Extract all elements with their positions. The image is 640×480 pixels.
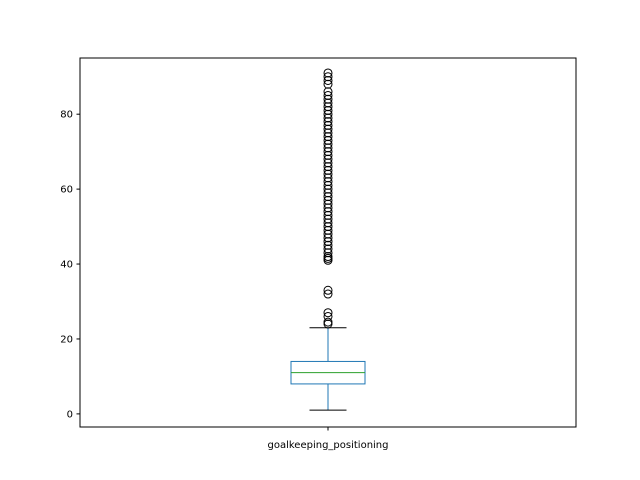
- outlier-point: [323, 128, 333, 138]
- outlier-point: [323, 199, 333, 209]
- outlier-point: [323, 285, 333, 295]
- outlier-point: [323, 135, 333, 145]
- y-tick-label: 40: [60, 260, 73, 271]
- outlier-point: [323, 72, 333, 82]
- outlier-point: [323, 188, 333, 198]
- y-axis: 0 20 40 60 80: [60, 110, 80, 420]
- outlier-point: [323, 109, 333, 119]
- outlier-point: [323, 311, 333, 321]
- outlier-point: [323, 105, 333, 115]
- outlier-point: [323, 308, 333, 318]
- outlier-point: [323, 244, 333, 254]
- outlier-point: [323, 252, 333, 262]
- outlier-point: [323, 173, 333, 183]
- outlier-point: [323, 150, 333, 160]
- outlier-point: [323, 102, 333, 112]
- outlier-point: [323, 222, 333, 232]
- outlier-point: [323, 317, 333, 327]
- outlier-point: [323, 289, 333, 299]
- outlier-point: [323, 162, 333, 172]
- outlier-point: [323, 117, 333, 127]
- outlier-point: [323, 169, 333, 179]
- x-tick-label: goalkeeping_positioning: [268, 440, 389, 451]
- outlier-point: [323, 203, 333, 213]
- outlier-point: [323, 94, 333, 104]
- y-tick-label: 60: [60, 185, 73, 196]
- outlier-point: [323, 180, 333, 190]
- outlier-point: [323, 195, 333, 205]
- outlier-point: [323, 229, 333, 239]
- outlier-point: [323, 158, 333, 168]
- outlier-point: [323, 207, 333, 217]
- outlier-point: [323, 143, 333, 153]
- outlier-point: [323, 120, 333, 130]
- outlier-point: [323, 113, 333, 123]
- y-tick-label: 0: [67, 409, 73, 420]
- plot-frame: [79, 57, 577, 428]
- outlier-point: [323, 154, 333, 164]
- outlier-point: [323, 177, 333, 187]
- outlier-point: [323, 90, 333, 100]
- plot-background: [80, 58, 576, 427]
- outlier-point: [323, 147, 333, 157]
- outlier-point: [323, 75, 333, 85]
- y-tick-label: 20: [60, 334, 73, 345]
- outlier-point: [323, 139, 333, 149]
- outlier-point: [323, 233, 333, 243]
- outlier-point: [323, 79, 333, 89]
- outlier-point: [323, 184, 333, 194]
- outlier-point: [323, 124, 333, 134]
- outlier-point: [323, 165, 333, 175]
- outlier-point: [323, 98, 333, 108]
- outlier-point: [323, 248, 333, 258]
- outlier-point: [323, 240, 333, 250]
- x-axis: goalkeeping_positioning: [268, 427, 389, 451]
- outlier-point: [323, 68, 333, 78]
- outlier-point: [323, 237, 333, 247]
- outlier-point: [323, 192, 333, 202]
- outlier-point: [323, 132, 333, 142]
- outlier-point: [323, 225, 333, 235]
- outlier-point: [323, 210, 333, 220]
- outlier-point: [323, 218, 333, 228]
- outlier-point: [323, 214, 333, 224]
- box-series: [290, 68, 366, 411]
- outlier-point: [323, 87, 333, 97]
- y-tick-label: 80: [60, 110, 73, 121]
